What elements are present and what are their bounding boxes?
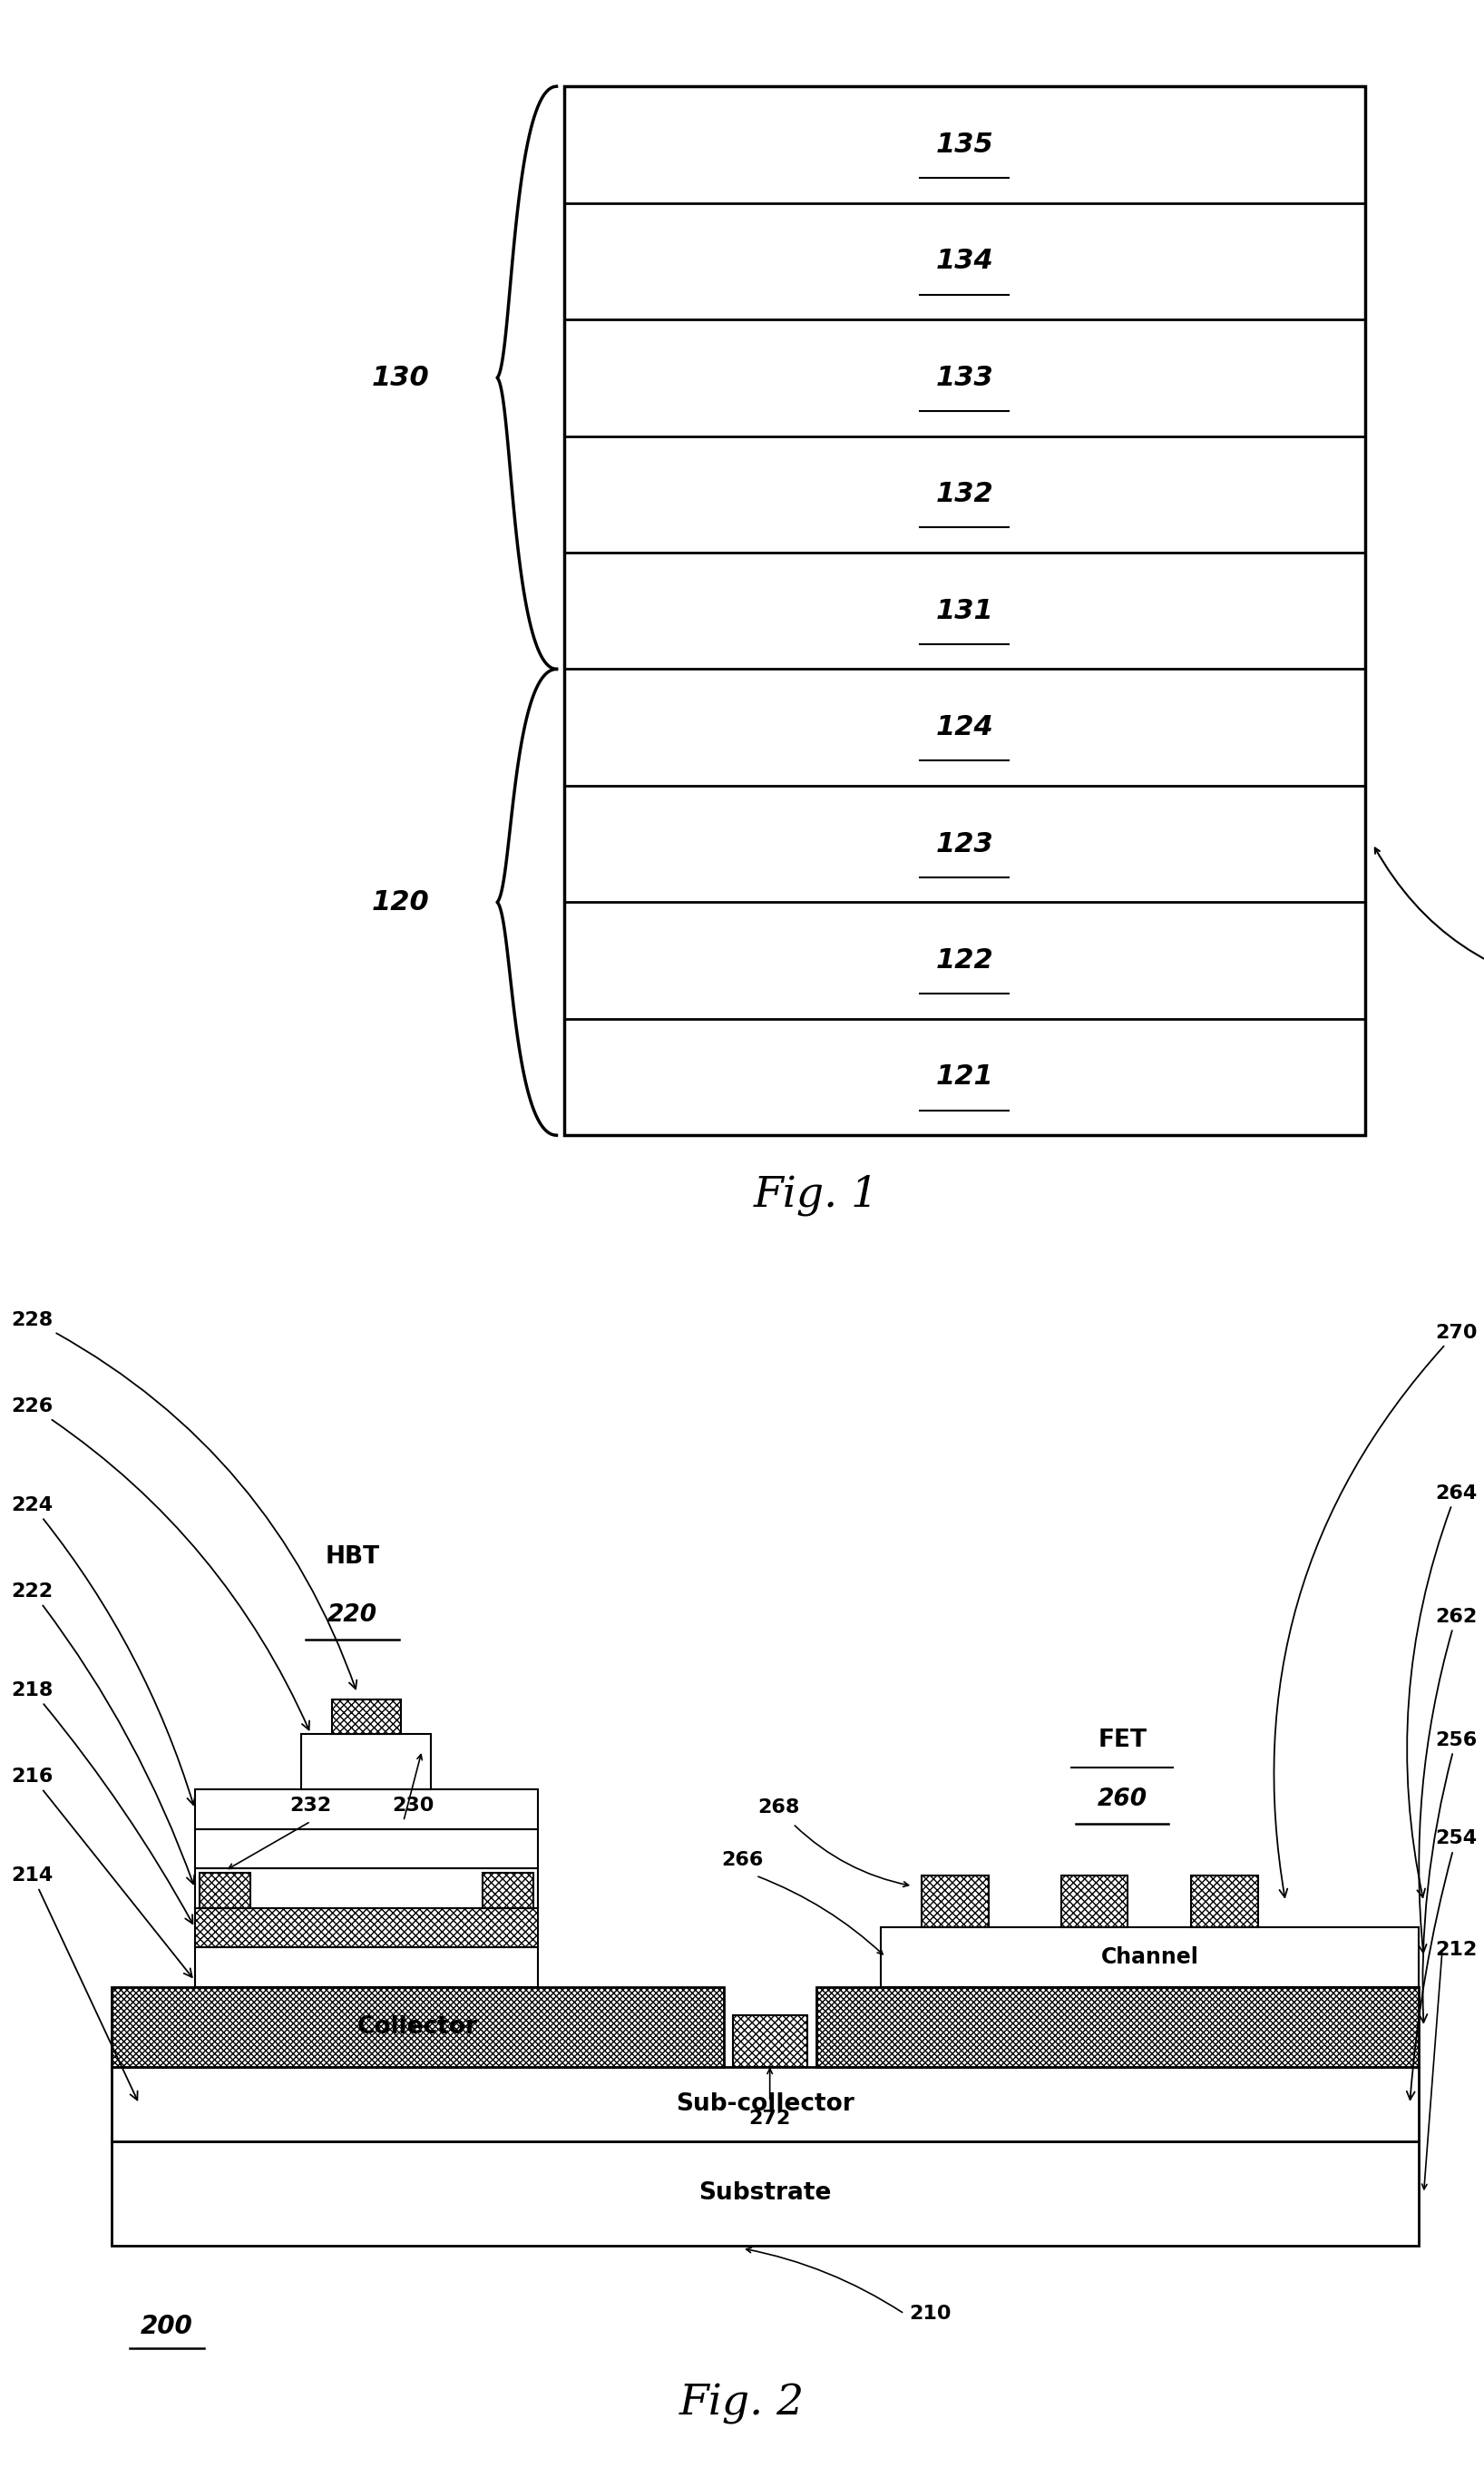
- Text: 134: 134: [936, 249, 993, 274]
- Bar: [111, 2142, 1419, 2246]
- Text: 123: 123: [936, 832, 993, 856]
- Text: Channel: Channel: [1101, 1947, 1199, 1967]
- Bar: [111, 1987, 724, 2068]
- Text: 254: 254: [1407, 1829, 1477, 2100]
- Bar: [331, 1698, 401, 1733]
- Bar: [194, 1908, 537, 1947]
- Text: 135: 135: [936, 131, 993, 158]
- Text: 131: 131: [936, 597, 993, 624]
- Text: 256: 256: [1419, 1730, 1477, 2021]
- Text: 230: 230: [392, 1797, 433, 1814]
- Bar: [816, 1987, 1419, 2068]
- Text: 124: 124: [936, 713, 993, 740]
- Text: 212: 212: [1435, 1940, 1477, 1960]
- Text: 222: 222: [12, 1582, 194, 1883]
- Bar: [1190, 1876, 1258, 1928]
- Bar: [1061, 1876, 1128, 1928]
- Bar: [111, 2068, 1419, 2142]
- Text: 264: 264: [1407, 1483, 1477, 1898]
- Bar: [881, 1928, 1419, 1987]
- Text: FET: FET: [1098, 1728, 1147, 1752]
- Bar: [301, 1733, 432, 1789]
- Text: 260: 260: [1097, 1787, 1147, 1812]
- Text: 214: 214: [12, 1866, 138, 2100]
- Text: Fig. 2: Fig. 2: [680, 2384, 804, 2424]
- Text: 122: 122: [936, 948, 993, 972]
- Text: 270: 270: [1273, 1323, 1477, 1898]
- Text: Substrate: Substrate: [699, 2182, 831, 2206]
- Text: 216: 216: [12, 1767, 191, 1977]
- Text: 262: 262: [1419, 1607, 1477, 1952]
- Bar: [733, 2014, 807, 2068]
- Text: Fig. 1: Fig. 1: [754, 1175, 879, 1214]
- Bar: [482, 1873, 533, 1908]
- Bar: [194, 1868, 537, 1908]
- Text: HBT: HBT: [325, 1545, 380, 1570]
- Bar: [194, 1829, 537, 1868]
- Text: 132: 132: [936, 481, 993, 508]
- Text: 224: 224: [12, 1496, 194, 1804]
- Text: 272: 272: [749, 2110, 791, 2127]
- Text: 200: 200: [141, 2313, 193, 2340]
- Bar: [564, 86, 1365, 1135]
- Text: 130: 130: [372, 365, 429, 390]
- Bar: [922, 1876, 988, 1928]
- Text: 226: 226: [12, 1397, 309, 1730]
- Text: Sub-collector: Sub-collector: [675, 2093, 855, 2115]
- Text: 121: 121: [936, 1064, 993, 1091]
- Text: 268: 268: [758, 1799, 800, 1816]
- Bar: [194, 1789, 537, 1829]
- Text: 133: 133: [936, 365, 993, 390]
- Text: 210: 210: [908, 2305, 951, 2322]
- Text: 266: 266: [721, 1851, 763, 1868]
- Text: 218: 218: [12, 1681, 193, 1923]
- Text: 228: 228: [12, 1311, 356, 1688]
- Text: 220: 220: [328, 1604, 377, 1626]
- Text: Collector: Collector: [358, 2014, 478, 2039]
- Text: 232: 232: [289, 1797, 331, 1814]
- Bar: [199, 1873, 251, 1908]
- Text: 120: 120: [372, 888, 429, 916]
- Bar: [194, 1947, 537, 1987]
